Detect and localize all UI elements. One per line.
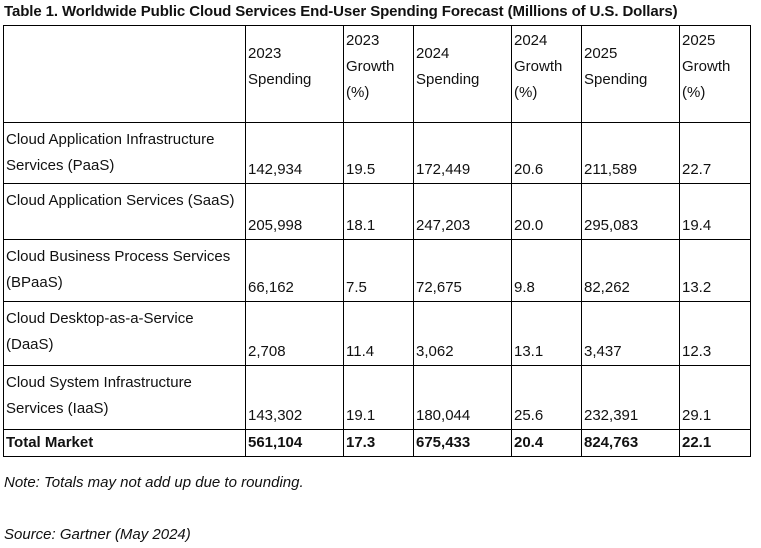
total-label-cell: Total Market [3,429,246,457]
segment-cell: Cloud System Infrastructure Services (Ia… [3,365,246,430]
total-value-cell: 675,433 [413,429,512,457]
value-cell: 2,708 [245,301,344,366]
table-title: Table 1. Worldwide Public Cloud Services… [4,3,678,20]
table-row: Cloud Desktop-as-a-Service (DaaS) 2,708 … [3,301,751,366]
table-row: Cloud Application Infrastructure Service… [3,122,751,184]
value-cell: 143,302 [245,365,344,430]
header-row: 2023 Spending 2023 Growth (%) 2024 Spend… [3,25,751,123]
header-cell-2025-spending: 2025 Spending [581,25,680,123]
total-value-cell: 17.3 [343,429,414,457]
header-cell-2024-spending: 2024 Spending [413,25,512,123]
table-row: Cloud Business Process Services (BPaaS) … [3,239,751,302]
segment-cell: Cloud Desktop-as-a-Service (DaaS) [3,301,246,366]
table-row: Cloud Application Services (SaaS) 205,99… [3,183,751,240]
total-row: Total Market 561,104 17.3 675,433 20.4 8… [3,429,751,457]
source-note: Source: Gartner (May 2024) [4,526,191,543]
value-cell: 19.1 [343,365,414,430]
value-cell: 19.5 [343,122,414,184]
spending-forecast-table: 2023 Spending 2023 Growth (%) 2024 Spend… [3,25,751,457]
value-cell: 20.0 [511,183,582,240]
value-cell: 13.2 [679,239,751,302]
total-value-cell: 22.1 [679,429,751,457]
header-cell-2024-growth: 2024 Growth (%) [511,25,582,123]
value-cell: 232,391 [581,365,680,430]
header-cell-2023-spending: 2023 Spending [245,25,344,123]
table-row: Cloud System Infrastructure Services (Ia… [3,365,751,430]
value-cell: 211,589 [581,122,680,184]
rounding-note: Note: Totals may not add up due to round… [4,474,304,491]
value-cell: 142,934 [245,122,344,184]
value-cell: 82,262 [581,239,680,302]
segment-cell: Cloud Application Services (SaaS) [3,183,246,240]
value-cell: 3,062 [413,301,512,366]
value-cell: 3,437 [581,301,680,366]
value-cell: 9.8 [511,239,582,302]
value-cell: 13.1 [511,301,582,366]
value-cell: 172,449 [413,122,512,184]
header-cell-2025-growth: 2025 Growth (%) [679,25,751,123]
value-cell: 66,162 [245,239,344,302]
value-cell: 247,203 [413,183,512,240]
value-cell: 180,044 [413,365,512,430]
value-cell: 25.6 [511,365,582,430]
value-cell: 11.4 [343,301,414,366]
value-cell: 72,675 [413,239,512,302]
value-cell: 19.4 [679,183,751,240]
segment-cell: Cloud Application Infrastructure Service… [3,122,246,184]
header-cell-2023-growth: 2023 Growth (%) [343,25,414,123]
value-cell: 20.6 [511,122,582,184]
total-value-cell: 561,104 [245,429,344,457]
value-cell: 295,083 [581,183,680,240]
value-cell: 29.1 [679,365,751,430]
value-cell: 7.5 [343,239,414,302]
total-value-cell: 20.4 [511,429,582,457]
total-value-cell: 824,763 [581,429,680,457]
segment-cell: Cloud Business Process Services (BPaaS) [3,239,246,302]
value-cell: 12.3 [679,301,751,366]
value-cell: 18.1 [343,183,414,240]
value-cell: 22.7 [679,122,751,184]
value-cell: 205,998 [245,183,344,240]
header-cell-segment [3,25,246,123]
